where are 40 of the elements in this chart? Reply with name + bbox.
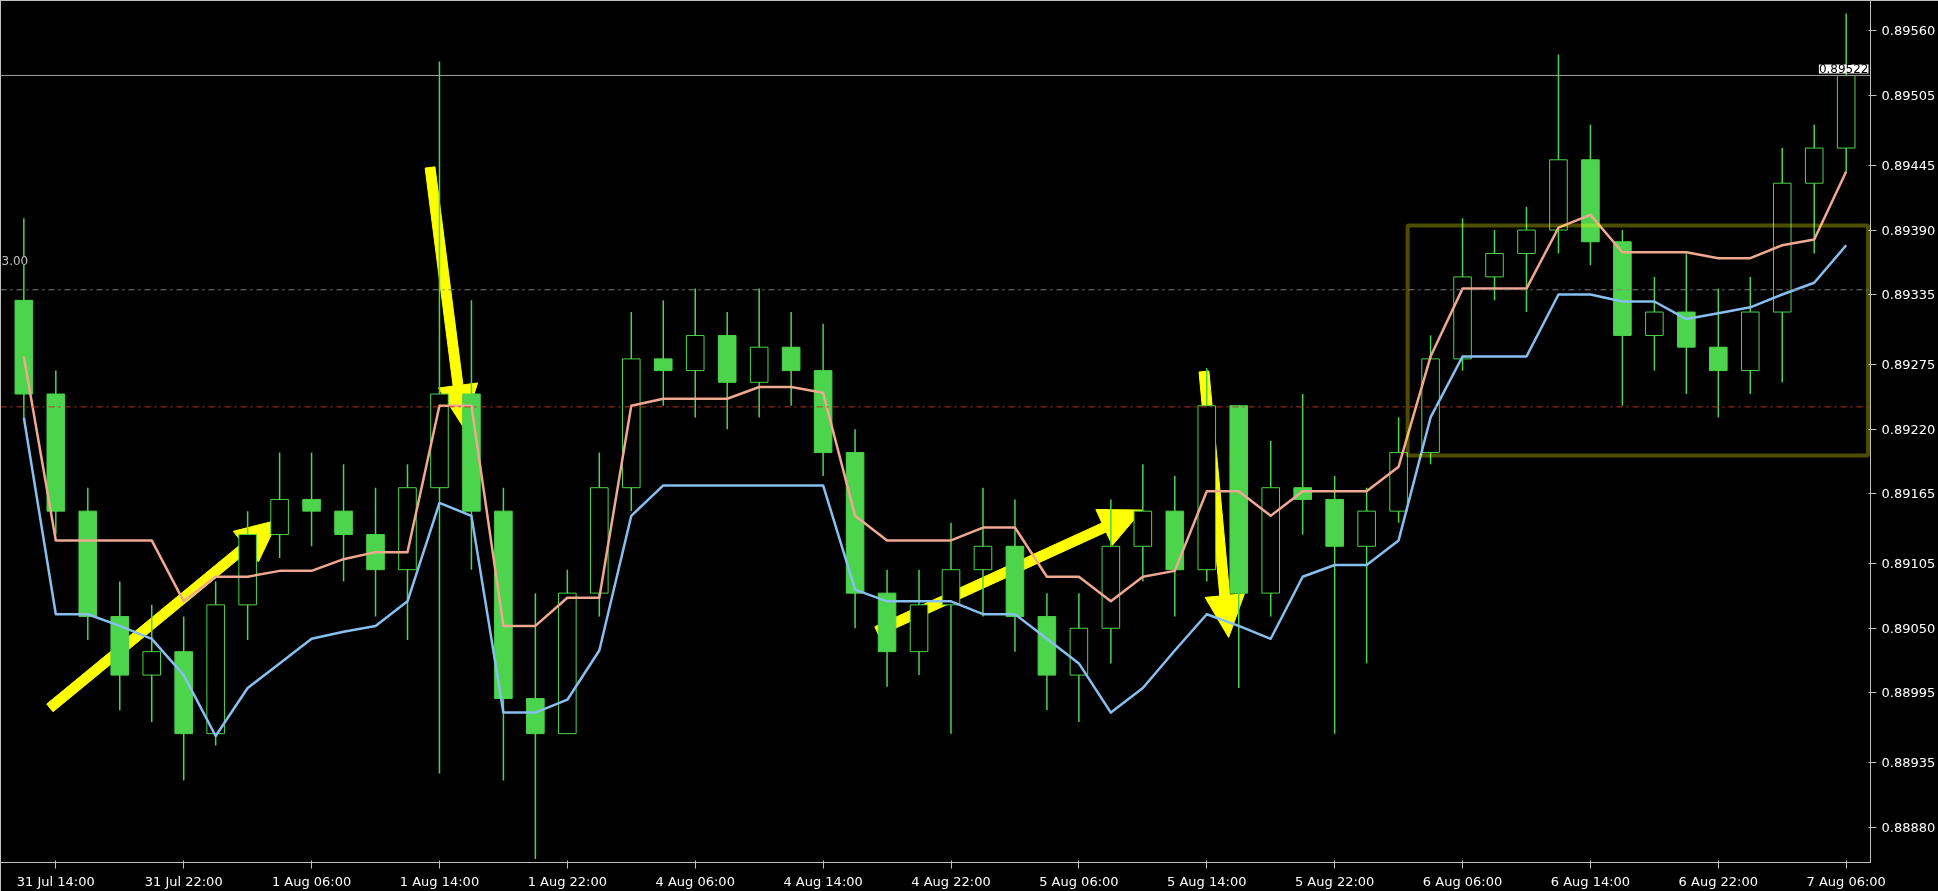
x-tick-label: 1 Aug 22:00: [527, 873, 608, 889]
x-tick-label: 4 Aug 22:00: [911, 873, 991, 889]
y-tick-label: 0.89165: [1881, 486, 1936, 502]
y-tick-label: 0.89335: [1881, 286, 1936, 302]
candlestick: [1645, 276, 1664, 372]
candlestick: [1485, 229, 1504, 302]
ref-line-label: 0.89522: [1818, 62, 1869, 77]
annotation: 3.00: [1, 254, 29, 269]
y-tick-label: 0.88935: [1881, 755, 1936, 771]
x-tick-label: 7 Aug 06:00: [1806, 873, 1886, 889]
x-tick-label: 6 Aug 22:00: [1678, 873, 1759, 889]
y-tick-label: 0.89390: [1881, 222, 1936, 238]
y-tick-label: 0.89220: [1881, 421, 1936, 437]
x-tick-label: 31 Jul 22:00: [144, 873, 223, 889]
x-tick-label: 5 Aug 14:00: [1167, 873, 1247, 889]
x-tick-label: 5 Aug 22:00: [1294, 873, 1375, 889]
x-tick-label: 1 Aug 06:00: [271, 873, 352, 889]
y-tick-label: 0.89505: [1881, 87, 1936, 103]
candlestick: [142, 604, 162, 723]
y-tick-label: 0.89560: [1881, 23, 1936, 39]
x-tick-label: 4 Aug 06:00: [655, 873, 735, 889]
candlestick: [653, 299, 673, 407]
candlestick: [1709, 287, 1728, 419]
candlestick: [302, 451, 321, 548]
candlestick: [1517, 205, 1536, 313]
x-tick-label: 6 Aug 06:00: [1422, 873, 1503, 889]
x-tick-label: 1 Aug 14:00: [399, 873, 480, 889]
y-tick-label: 0.89105: [1881, 556, 1936, 572]
y-tick-label: 0.88995: [1881, 685, 1936, 701]
y-tick-label: 0.88880: [1881, 819, 1936, 835]
candlestick: [973, 486, 993, 618]
y-tick-label: 0.89275: [1881, 357, 1936, 373]
y-tick-label: 0.89445: [1881, 158, 1936, 174]
x-tick-label: 5 Aug 06:00: [1039, 873, 1119, 889]
x-tick-label: 4 Aug 14:00: [783, 873, 863, 889]
x-tick-label: 31 Jul 14:00: [16, 873, 95, 889]
y-tick-label: 0.89050: [1881, 620, 1936, 636]
x-tick-label: 6 Aug 14:00: [1550, 873, 1631, 889]
candlestick: [334, 463, 353, 583]
candlestick: [781, 311, 801, 407]
